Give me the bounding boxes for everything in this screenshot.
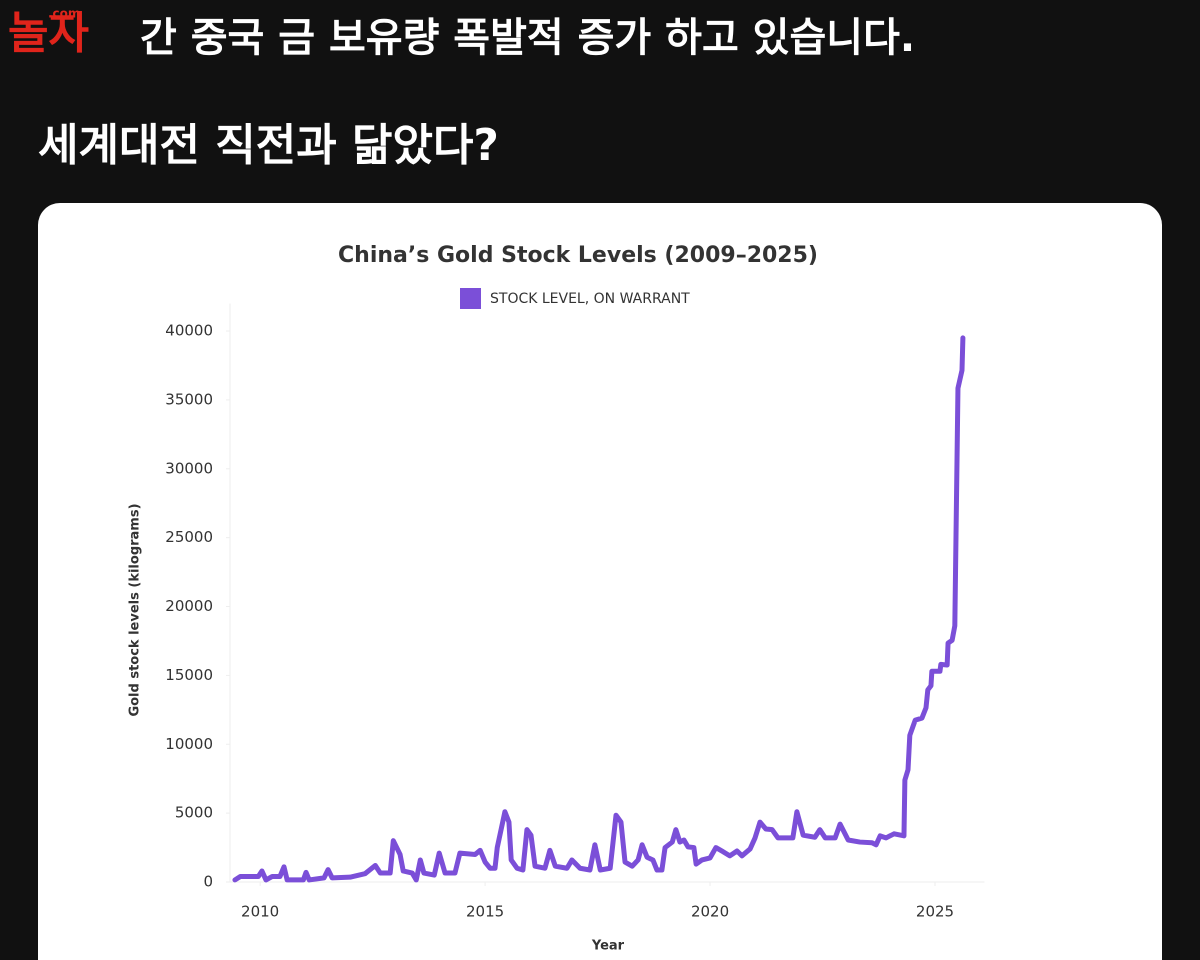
- chart-title: China’s Gold Stock Levels (2009–2025): [338, 243, 818, 268]
- x-tick-label: 2010: [241, 903, 279, 921]
- y-tick-label: 20000: [165, 597, 213, 615]
- y-tick-label: 5000: [175, 804, 213, 822]
- logo: 놀자: [8, 8, 89, 59]
- logo-suffix: .com: [48, 7, 80, 21]
- subheadline: 세계대전 직전과 닮았다?: [38, 120, 499, 171]
- y-tick-label: 0: [203, 873, 213, 891]
- x-axis-label: Year: [591, 939, 625, 954]
- y-tick-label: 30000: [165, 459, 213, 477]
- y-axis-label: Gold stock levels (kilograms): [128, 503, 143, 716]
- x-tick-label: 2015: [466, 903, 504, 921]
- y-tick-label: 25000: [165, 528, 213, 546]
- headline: 간 중국 금 보유량 폭발적 증가 하고 있습니다.: [140, 15, 915, 61]
- chart-card: [38, 203, 1162, 960]
- legend-swatch: [460, 288, 481, 309]
- y-tick-label: 15000: [165, 666, 213, 684]
- x-tick-label: 2020: [691, 903, 729, 921]
- y-tick-label: 40000: [165, 322, 213, 340]
- y-tick-label: 10000: [165, 735, 213, 753]
- y-tick-label: 35000: [165, 390, 213, 408]
- data-line: [232, 335, 966, 883]
- legend-label: STOCK LEVEL, ON WARRANT: [490, 291, 690, 307]
- x-tick-label: 2025: [916, 903, 954, 921]
